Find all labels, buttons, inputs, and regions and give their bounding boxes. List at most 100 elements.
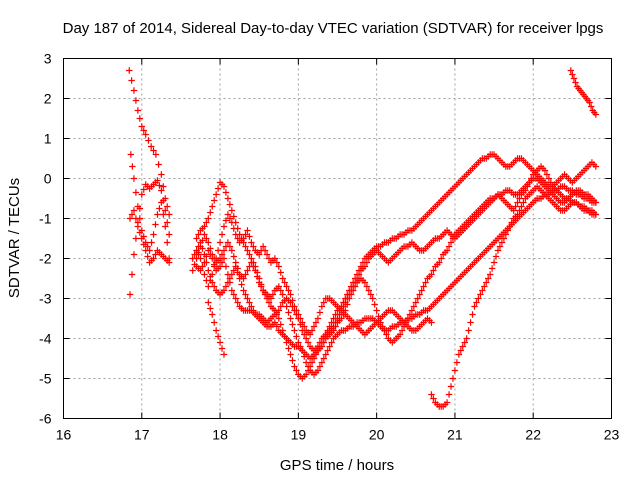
data-point [312, 351, 320, 358]
data-point [259, 243, 267, 250]
data-point [150, 147, 157, 154]
data-point [244, 247, 251, 254]
data-point [338, 307, 345, 314]
data-point [216, 339, 224, 346]
data-point [592, 163, 600, 170]
data-point [244, 267, 251, 274]
data-point [205, 215, 212, 222]
data-point [214, 333, 222, 340]
data-point [279, 291, 286, 298]
data-point [209, 203, 216, 210]
data-point [155, 161, 162, 168]
data-point [222, 189, 230, 196]
data-point [457, 347, 464, 354]
x-tick-label: 18 [212, 427, 228, 443]
data-point [498, 239, 506, 246]
y-tick-labels: -6 -5 -4 -3 -2 -1 0 1 2 3 [39, 51, 52, 427]
data-point [273, 259, 281, 266]
data-point [445, 243, 453, 250]
data-point [220, 255, 228, 262]
data-point [289, 303, 296, 310]
data-point [414, 295, 421, 302]
data-point [346, 291, 353, 298]
data-point [293, 367, 300, 374]
data-point [348, 287, 355, 294]
data-point [250, 263, 257, 270]
data-point [136, 229, 144, 236]
data-point [214, 185, 222, 192]
data-point [246, 299, 253, 306]
data-point [490, 259, 498, 266]
data-point [138, 191, 145, 198]
data-point [506, 223, 513, 230]
series-track-a [126, 67, 173, 218]
data-point [195, 251, 202, 258]
data-point [283, 283, 290, 290]
axis-ticks [63, 58, 612, 419]
data-point [222, 263, 230, 270]
data-point [291, 327, 298, 334]
data-point [275, 307, 282, 314]
series-track-h [193, 211, 435, 338]
data-point [324, 347, 331, 354]
data-point [344, 295, 351, 302]
data-point [222, 217, 230, 224]
data-point [481, 283, 488, 290]
data-point [285, 309, 292, 316]
data-point [488, 265, 496, 272]
data-point [140, 241, 147, 248]
data-point [500, 235, 508, 242]
data-point [287, 291, 294, 298]
data-point [465, 327, 472, 334]
data-point [510, 207, 517, 214]
data-point [165, 211, 173, 218]
data-point [140, 186, 147, 193]
data-point [463, 335, 470, 342]
data-point [314, 343, 322, 350]
data-point [275, 283, 282, 290]
data-point [199, 237, 206, 244]
data-point [261, 247, 269, 254]
data-point [211, 283, 218, 290]
data-point [158, 171, 165, 178]
data-point [218, 231, 226, 238]
data-point [455, 351, 463, 358]
data-point [244, 295, 251, 302]
data-point [189, 267, 196, 274]
data-point [128, 77, 135, 84]
data-point [216, 239, 224, 246]
data-point [205, 247, 212, 254]
y-tick-label: 2 [44, 91, 52, 107]
series-track-l [567, 67, 600, 118]
data-point [318, 359, 326, 366]
series-track-d [126, 207, 173, 266]
data-point [473, 299, 480, 306]
data-point [145, 137, 152, 144]
data-point [279, 275, 286, 282]
data-point [246, 233, 253, 240]
data-point [312, 319, 320, 326]
data-point [158, 187, 165, 194]
data-point [361, 263, 369, 270]
data-point [234, 235, 241, 242]
data-point [130, 87, 138, 94]
data-point [293, 333, 300, 340]
data-point [224, 211, 232, 218]
data-point [289, 357, 296, 364]
y-axis-label: SDTVAR / TECUs [6, 178, 23, 298]
x-tick-label: 19 [291, 427, 307, 443]
data-point [165, 259, 173, 266]
data-point [269, 291, 277, 298]
data-point [211, 197, 218, 204]
data-point [240, 287, 247, 294]
data-point [479, 287, 486, 294]
x-tick-label: 17 [134, 427, 150, 443]
data-point [471, 303, 478, 310]
data-point [207, 305, 214, 312]
data-point [224, 239, 232, 246]
data-point [197, 255, 204, 262]
data-point [496, 243, 504, 250]
data-point [238, 281, 245, 288]
data-point [483, 279, 490, 286]
